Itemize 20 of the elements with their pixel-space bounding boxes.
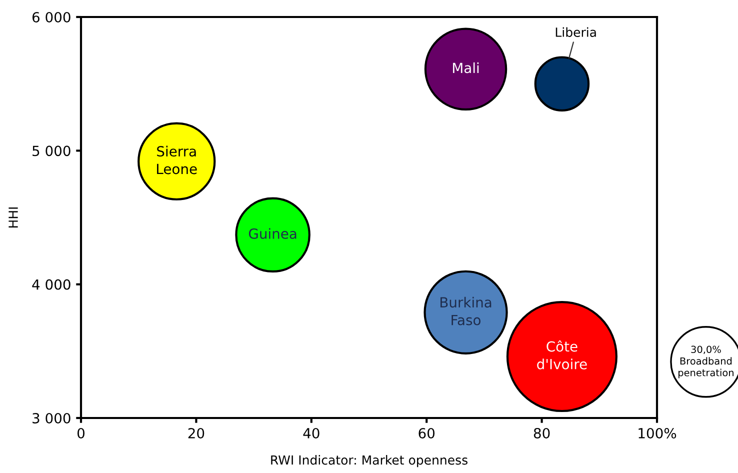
series-label: Burkina Faso bbox=[440, 296, 492, 326]
x-tick-label: 0 bbox=[77, 428, 84, 438]
y-axis-title: HHI bbox=[8, 207, 18, 228]
x-tick-label: 60 bbox=[418, 428, 435, 438]
y-tick-label: 5 000 bbox=[32, 146, 70, 156]
series-label: Guinea bbox=[248, 228, 296, 239]
x-tick-label: 100% bbox=[638, 428, 676, 438]
legend-title: Broadband penetration bbox=[678, 357, 734, 378]
series-label: Liberia bbox=[556, 27, 596, 37]
x-tick-label: 40 bbox=[303, 428, 320, 438]
y-tick-label: 3 000 bbox=[32, 412, 70, 424]
series-label: Mali bbox=[453, 62, 479, 74]
x-tick-label: 20 bbox=[188, 428, 204, 438]
series-label: Côte d'Ivoire bbox=[537, 340, 587, 370]
x-tick-label: 80 bbox=[534, 428, 550, 438]
series-label: Sierra Leone bbox=[157, 146, 197, 174]
legend-label: 30,0% bbox=[691, 346, 721, 354]
y-tick-label: 6 000 bbox=[32, 12, 70, 22]
y-tick-label: 4 000 bbox=[32, 279, 70, 290]
x-axis-title: RWI Indicator: Market openness bbox=[271, 455, 468, 468]
